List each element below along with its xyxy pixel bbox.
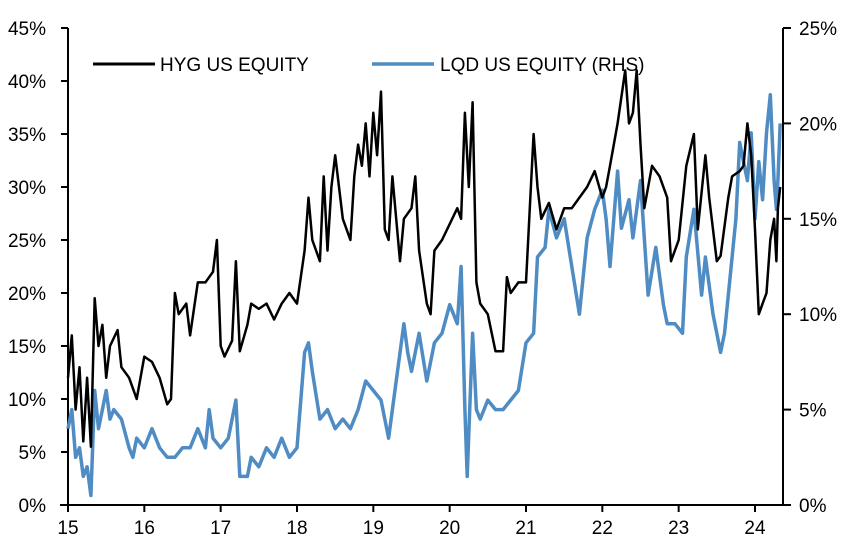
y-tick-label: 25% xyxy=(8,231,46,252)
x-tick-label: 17 xyxy=(210,518,231,539)
y-tick-label: 40% xyxy=(8,72,46,93)
x-tick-label: 20 xyxy=(439,518,460,539)
y-tick-label: 0% xyxy=(19,496,47,517)
series-line-lqd xyxy=(66,93,782,498)
y-tick-label: 10% xyxy=(8,390,46,411)
series-line-hyg xyxy=(66,69,782,448)
y2-tick-label: 15% xyxy=(799,210,837,231)
x-tick-label: 22 xyxy=(592,518,613,539)
y2-tick-label: 25% xyxy=(799,19,837,40)
x-tick-label: 16 xyxy=(134,518,155,539)
x-tick-label: 24 xyxy=(744,518,766,539)
y2-tick-label: 20% xyxy=(799,114,837,135)
y-tick-label: 15% xyxy=(8,337,46,358)
legend: HYG US EQUITY LQD US EQUITY (RHS) xyxy=(93,55,644,76)
x-tick-label: 19 xyxy=(363,518,384,539)
x-tick-label: 18 xyxy=(286,518,307,539)
legend-label-hyg: HYG US EQUITY xyxy=(160,55,309,76)
x-tick-label: 23 xyxy=(668,518,689,539)
y-tick-label: 20% xyxy=(8,284,46,305)
axes: 0% 5% 10% 15% 20% 25% 30% 35% 40% 45% 0% 5% 10% 15% 20… xyxy=(8,19,837,539)
y-tick-label: 30% xyxy=(8,178,46,199)
y2-tick-label: 0% xyxy=(799,496,827,517)
y-tick-label: 45% xyxy=(8,19,46,40)
y2-tick-label: 5% xyxy=(799,401,827,422)
legend-label-lqd: LQD US EQUITY (RHS) xyxy=(440,55,644,76)
y-tick-label: 5% xyxy=(19,443,47,464)
y-tick-label: 35% xyxy=(8,125,46,146)
series-lines xyxy=(66,69,782,498)
x-tick-label: 15 xyxy=(57,518,78,539)
x-tick-label: 21 xyxy=(515,518,536,539)
y2-tick-label: 10% xyxy=(799,305,837,326)
